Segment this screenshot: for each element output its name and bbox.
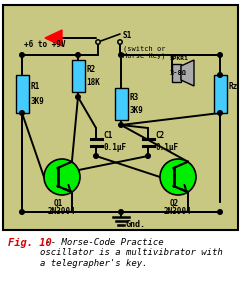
Circle shape <box>20 53 24 57</box>
Text: S1: S1 <box>123 31 132 40</box>
Text: Q1: Q1 <box>54 199 63 208</box>
Text: 3-8Ω: 3-8Ω <box>170 70 187 76</box>
Text: (switch or
Morse Key): (switch or Morse Key) <box>123 45 166 59</box>
Text: Q2: Q2 <box>170 199 179 208</box>
Text: 0.1μF: 0.1μF <box>155 143 179 152</box>
Bar <box>214 75 227 113</box>
Circle shape <box>119 210 123 214</box>
Circle shape <box>96 40 100 44</box>
Circle shape <box>119 53 123 57</box>
Polygon shape <box>45 30 62 46</box>
Text: 2N3904: 2N3904 <box>48 207 76 216</box>
Text: R3: R3 <box>129 93 139 102</box>
Circle shape <box>44 159 80 195</box>
Circle shape <box>76 53 80 57</box>
Circle shape <box>218 73 222 77</box>
Circle shape <box>76 95 80 99</box>
Circle shape <box>218 53 222 57</box>
Bar <box>3 5 238 230</box>
Bar <box>15 75 28 113</box>
Text: C1: C1 <box>103 132 113 140</box>
Polygon shape <box>181 60 194 86</box>
Text: 3K9: 3K9 <box>129 106 143 115</box>
Text: Gnd.: Gnd. <box>126 220 146 229</box>
Text: -- Morse-Code Practice
oscillator is a multivibrator with
a telegrapher's key.: -- Morse-Code Practice oscillator is a m… <box>40 238 223 268</box>
Circle shape <box>218 210 222 214</box>
Bar <box>72 60 85 92</box>
Text: SPKR1: SPKR1 <box>170 56 189 61</box>
Text: R1: R1 <box>31 82 40 91</box>
Circle shape <box>94 154 98 158</box>
Text: 0.1μF: 0.1μF <box>103 143 127 152</box>
Text: C2: C2 <box>155 132 165 140</box>
Text: Fig. 10: Fig. 10 <box>8 238 52 248</box>
Circle shape <box>118 40 122 44</box>
Circle shape <box>119 123 123 127</box>
Bar <box>0 232 241 297</box>
Circle shape <box>20 210 24 214</box>
Circle shape <box>146 154 150 158</box>
Circle shape <box>218 111 222 115</box>
Text: 18K: 18K <box>87 78 100 87</box>
Circle shape <box>160 159 196 195</box>
Text: 2N3904: 2N3904 <box>164 207 192 216</box>
Bar <box>172 64 181 82</box>
Text: R2: R2 <box>87 65 96 74</box>
Circle shape <box>20 111 24 115</box>
Text: +6 to +9V: +6 to +9V <box>24 40 66 49</box>
Text: 3K9: 3K9 <box>31 97 44 106</box>
Text: Rz: Rz <box>228 82 238 91</box>
Bar <box>114 88 127 120</box>
